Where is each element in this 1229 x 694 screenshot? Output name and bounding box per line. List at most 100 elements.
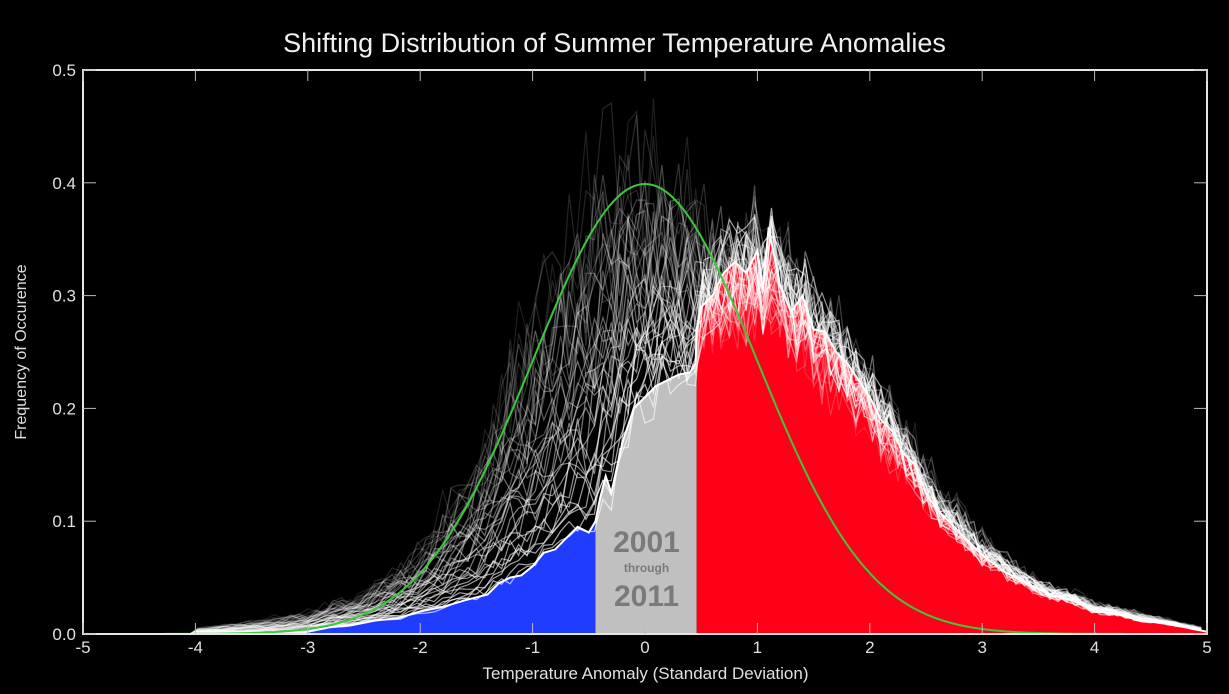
y-axis-label: Frequency of Occurence — [13, 264, 30, 440]
data-point — [880, 418, 882, 421]
data-point — [891, 430, 894, 432]
data-point — [700, 306, 702, 308]
historical-line — [172, 198, 1202, 635]
data-point — [441, 606, 444, 608]
data-point — [594, 520, 597, 522]
y-tick-label: 0.5 — [52, 61, 76, 80]
data-point — [694, 362, 697, 365]
data-point — [1093, 610, 1096, 613]
y-tick-labels: 0.0 0.1 0.2 0.3 0.4 0.5 — [52, 61, 76, 644]
data-point — [1026, 582, 1028, 584]
x-tick-label: 2 — [865, 638, 874, 657]
data-point — [655, 385, 657, 387]
data-point — [520, 574, 523, 577]
data-point — [576, 526, 579, 528]
historical-lines — [172, 98, 1202, 635]
data-point — [666, 379, 669, 382]
data-point — [486, 593, 489, 596]
data-point — [925, 492, 927, 494]
historical-line — [172, 180, 1202, 635]
data-point — [610, 492, 613, 494]
region-normal — [595, 329, 697, 634]
data-point — [902, 452, 905, 455]
data-point — [1138, 619, 1141, 622]
data-point — [1071, 599, 1073, 601]
data-point — [914, 464, 916, 466]
reference-normal-curve — [83, 182, 1207, 635]
x-tick-labels: -5 -4 -3 -2 -1 0 1 2 3 4 5 — [75, 638, 1211, 657]
data-point — [762, 289, 764, 291]
y-tick-label: 0.1 — [52, 512, 76, 531]
x-tick-label: -1 — [525, 638, 540, 657]
data-point — [677, 373, 680, 376]
x-tick-label: 4 — [1090, 638, 1099, 657]
y-tick-label: 0.2 — [52, 399, 76, 418]
data-point — [779, 283, 781, 286]
data-point — [869, 396, 871, 398]
data-point — [947, 520, 950, 522]
data-point — [790, 311, 792, 314]
data-point — [509, 576, 511, 579]
data-point — [981, 554, 983, 556]
series-outline-layer — [82, 227, 1208, 635]
data-point — [835, 351, 837, 353]
data-point — [565, 537, 568, 539]
x-tick-label: -5 — [75, 638, 90, 657]
data-point — [352, 624, 354, 626]
data-point — [419, 610, 422, 613]
data-point — [756, 249, 759, 252]
y-tick-label: 0.3 — [52, 287, 76, 306]
x-tick-label: 1 — [753, 638, 762, 657]
data-point — [1161, 621, 1163, 624]
data-point — [722, 272, 725, 274]
x-tick-label: 3 — [977, 638, 986, 657]
data-point — [531, 565, 534, 568]
data-point — [857, 379, 860, 382]
data-point — [767, 227, 770, 229]
x-tick-label: 0 — [640, 638, 649, 657]
data-point — [554, 548, 556, 551]
y-tick-label: 0.4 — [52, 174, 76, 193]
region-hot — [696, 227, 1207, 634]
chart-title: Shifting Distribution of Summer Temperat… — [283, 28, 946, 58]
data-point — [936, 509, 938, 511]
data-point — [1003, 571, 1006, 573]
data-point — [1116, 612, 1118, 615]
reference-curve-layer — [83, 182, 1207, 635]
data-point — [588, 531, 590, 534]
data-point — [599, 497, 601, 500]
x-axis-label: Temperature Anomaly (Standard Deviation) — [482, 664, 809, 683]
x-tick-label: -4 — [188, 638, 203, 657]
historical-line — [172, 131, 1202, 635]
data-point — [1048, 593, 1051, 596]
data-point — [329, 626, 332, 628]
data-point — [689, 371, 691, 374]
data-point — [734, 261, 736, 263]
data-point — [464, 599, 467, 601]
x-tick-label: -2 — [413, 638, 428, 657]
historical-line — [172, 101, 1202, 635]
data-point — [958, 531, 961, 534]
axes-frame — [82, 69, 1208, 635]
region-cold — [83, 521, 596, 634]
data-point — [812, 328, 815, 331]
data-point — [644, 396, 646, 398]
data-point — [745, 272, 747, 274]
data-point — [695, 328, 698, 331]
regions-layer — [83, 227, 1207, 634]
data-point — [498, 582, 500, 584]
historical-line — [172, 98, 1202, 635]
data-point — [801, 294, 804, 297]
data-point — [824, 330, 826, 333]
data-point — [1183, 626, 1186, 628]
y-tick-label: 0.0 — [52, 625, 76, 644]
data-point — [604, 475, 607, 477]
data-point — [396, 617, 399, 619]
data-point — [374, 619, 377, 622]
data-point — [711, 294, 714, 297]
data-point — [633, 407, 635, 410]
x-tick-label: 5 — [1202, 638, 1211, 657]
period-end-label: 2011 — [613, 580, 680, 613]
data-point — [543, 552, 545, 554]
